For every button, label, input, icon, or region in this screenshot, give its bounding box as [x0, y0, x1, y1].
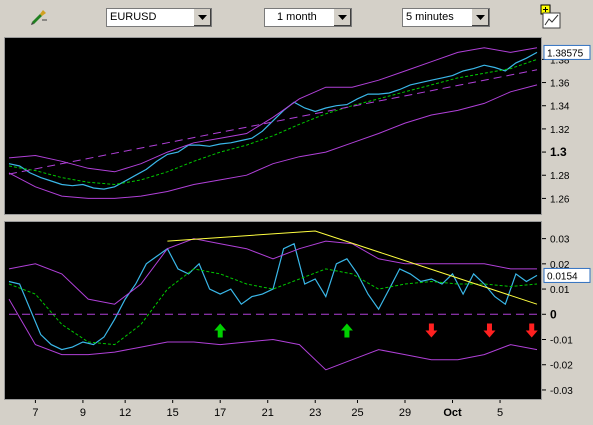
price-y-axis: 1.26 1.28 1.3 1.32 1.34 1.36 1.38 1.38575 — [542, 37, 593, 215]
x-tick-label: 15 — [167, 407, 179, 419]
symbol-value: EURUSD — [110, 11, 157, 23]
oscillator-lower-band-line — [8, 298, 538, 371]
x-tick-label: 21 — [262, 407, 274, 419]
last-value-box — [543, 267, 591, 283]
price-chart — [8, 47, 538, 199]
y-tick-label: 1.28 — [550, 171, 570, 182]
x-tick-label: Oct — [443, 407, 462, 419]
price-trend-line — [8, 69, 538, 175]
x-tick-label: 23 — [309, 407, 321, 419]
y-tick-label: 1.34 — [550, 102, 570, 113]
price-upper-band-line — [8, 47, 538, 173]
toolbar: EURUSD 1 month 5 minutes — [0, 0, 593, 34]
up-arrow-icon — [214, 323, 227, 338]
x-tick-label: 29 — [399, 407, 411, 419]
price-price-line — [8, 51, 538, 190]
y-tick-label: 1.32 — [550, 125, 570, 136]
x-axis: 7 9 12 15 17 21 23 25 29 Oct 5 — [0, 400, 593, 422]
last-value-label: 0.0154 — [547, 271, 578, 282]
chevron-down-icon[interactable] — [333, 9, 351, 26]
oscillator-panel — [4, 221, 542, 400]
y-tick-label: 0 — [550, 307, 557, 321]
oscillator-axis-svg: 0.03 0.02 0.01 0 -0.01 -0.02 -0.03 0.0154 — [542, 235, 591, 397]
chart-settings-icon[interactable] — [540, 4, 562, 29]
price-ma-line — [8, 58, 538, 186]
x-tick-label: 25 — [351, 407, 363, 419]
range-value: 1 month — [277, 11, 317, 23]
y-tick-label: -0.03 — [550, 386, 573, 397]
y-tick-label: 1.38 — [550, 55, 570, 66]
x-tick-label: 7 — [32, 407, 38, 419]
y-tick-label: 0.02 — [550, 260, 570, 271]
up-arrow-icon — [340, 323, 353, 338]
y-tick-label: 1.36 — [550, 79, 570, 90]
oscillator-y-axis: 0.03 0.02 0.01 0 -0.01 -0.02 -0.03 0.0154 — [542, 221, 593, 400]
down-arrow-icon — [525, 323, 538, 338]
oscillator-upper-band-line — [8, 238, 537, 305]
y-tick-label: -0.02 — [550, 361, 573, 372]
range-select[interactable]: 1 month — [264, 8, 352, 27]
x-tick-label: 17 — [214, 407, 226, 419]
chevron-down-icon[interactable] — [193, 9, 211, 26]
price-axis-svg: 1.26 1.28 1.3 1.32 1.34 1.36 1.381.38575 — [542, 44, 591, 205]
x-axis-svg: 7 9 12 15 17 21 23 25 29 Oct 5 — [32, 400, 503, 419]
x-tick-label: 12 — [119, 407, 131, 419]
last-value-box — [543, 44, 591, 60]
price-lower-band-line — [8, 84, 538, 199]
y-tick-label: 0.01 — [550, 285, 570, 296]
y-tick-label: 0.03 — [550, 235, 570, 246]
x-tick-label: 5 — [497, 407, 503, 419]
drawing-tools-icon[interactable] — [28, 6, 50, 28]
last-value-label: 1.38575 — [547, 48, 584, 59]
oscillator-chart — [8, 230, 538, 371]
down-arrow-icon — [425, 323, 438, 338]
interval-value: 5 minutes — [406, 11, 454, 23]
y-tick-label: 1.3 — [550, 145, 567, 159]
oscillator-trend-line — [167, 230, 538, 305]
interval-select[interactable]: 5 minutes — [402, 8, 490, 27]
chevron-down-icon[interactable] — [471, 9, 489, 26]
y-tick-label: 1.26 — [550, 194, 570, 205]
oscillator-ma-line — [8, 268, 538, 346]
down-arrow-icon — [483, 323, 496, 338]
y-tick-label: -0.01 — [550, 336, 573, 347]
symbol-select[interactable]: EURUSD — [106, 8, 212, 27]
oscillator-oscillator-line — [8, 242, 538, 351]
x-tick-label: 9 — [80, 407, 86, 419]
price-panel — [4, 37, 542, 215]
